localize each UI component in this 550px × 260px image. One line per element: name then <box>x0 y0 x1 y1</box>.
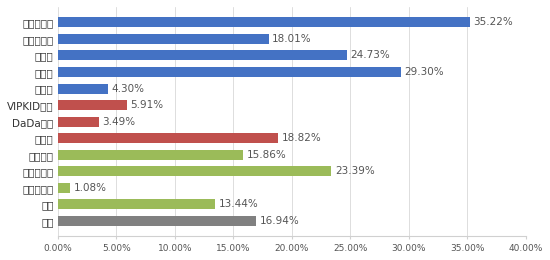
Text: 3.49%: 3.49% <box>102 117 135 127</box>
Text: 13.44%: 13.44% <box>218 199 258 210</box>
Bar <box>58 84 108 94</box>
Bar <box>58 117 98 127</box>
Bar <box>58 199 215 209</box>
Text: 4.30%: 4.30% <box>112 83 145 94</box>
Bar <box>58 50 347 60</box>
Bar <box>58 100 127 110</box>
Text: 23.39%: 23.39% <box>335 166 375 176</box>
Text: 24.73%: 24.73% <box>351 50 390 61</box>
Bar <box>58 67 400 77</box>
Bar <box>58 34 268 44</box>
Text: 15.86%: 15.86% <box>247 150 287 160</box>
Text: 5.91%: 5.91% <box>130 100 163 110</box>
Text: 16.94%: 16.94% <box>260 216 299 226</box>
Bar <box>58 166 332 176</box>
Text: 29.30%: 29.30% <box>404 67 444 77</box>
Text: 18.01%: 18.01% <box>272 34 312 44</box>
Bar <box>58 150 243 160</box>
Text: 35.22%: 35.22% <box>474 17 513 27</box>
Bar <box>58 133 278 143</box>
Text: 18.82%: 18.82% <box>282 133 321 143</box>
Bar <box>58 216 256 226</box>
Text: 1.08%: 1.08% <box>74 183 107 193</box>
Bar <box>58 17 470 27</box>
Bar <box>58 183 70 193</box>
